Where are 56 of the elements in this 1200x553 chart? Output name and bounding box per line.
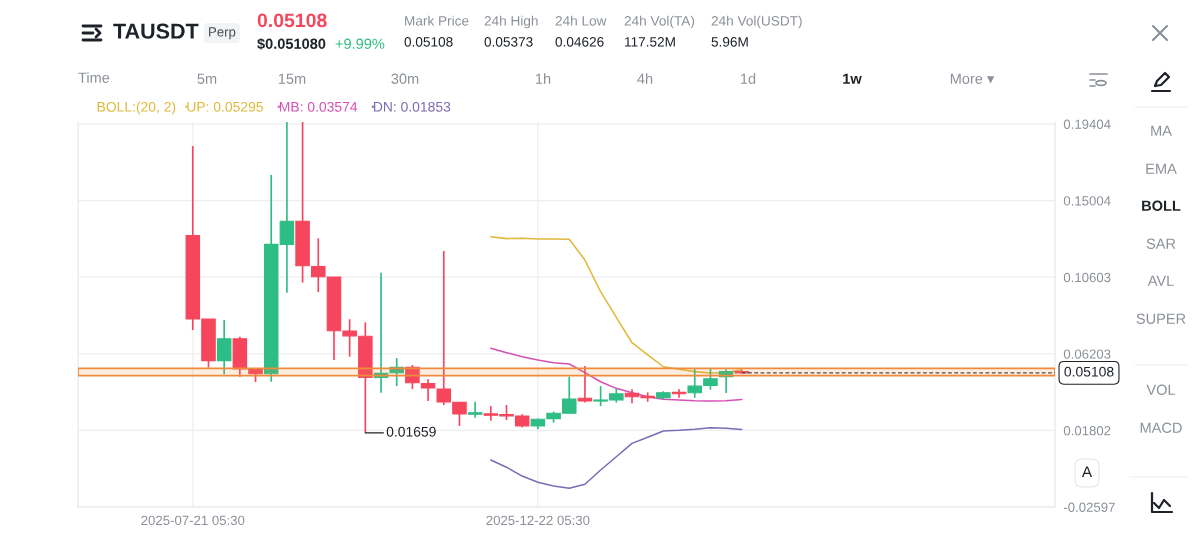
text: 24h Vol(USDT) [711, 15, 802, 29]
y-tick-label: 0.15004 [1063, 196, 1111, 206]
text: SAR [1146, 238, 1176, 249]
text: 1h [536, 73, 551, 84]
text: A [1081, 466, 1093, 477]
candlestick [389, 357, 404, 387]
y-tick-label: 0.10603 [1063, 272, 1111, 283]
candlestick [405, 364, 420, 390]
text: Mark Price [405, 15, 469, 26]
candlestick [577, 365, 593, 404]
text: +9.99% [335, 38, 385, 49]
text: 117.52M [625, 37, 675, 47]
text: AVL [1147, 275, 1174, 286]
text: 30m [391, 73, 419, 84]
text: 0.04626 [555, 37, 604, 47]
text: MACD [1140, 422, 1182, 433]
y-tick-label: 0.06203 [1063, 349, 1111, 359]
ref-line-label: 0.05108 [1064, 366, 1114, 377]
text: VOL [1146, 384, 1176, 395]
x-tick-label: 2025-12-22 05:30 [486, 515, 590, 526]
candlestick [216, 319, 232, 376]
text: 0.05108 [257, 13, 327, 28]
legend-label: MB: 0.03574 [279, 101, 358, 112]
text: 0.05373 [484, 37, 533, 47]
y-tick-label: -0.02597 [1063, 502, 1115, 512]
text: MA [1151, 125, 1172, 136]
legend-title: BOLL:(20, 2) [97, 101, 176, 115]
text: SUPER [1136, 313, 1186, 324]
chart-title: TAUSDT [113, 23, 199, 39]
candlestick [373, 271, 389, 394]
text: 24h High [484, 15, 538, 29]
text: 15m [278, 73, 306, 84]
chart-subtitle: Perp [209, 27, 236, 40]
x-tick-label: 2025-07-21 05:30 [141, 515, 245, 526]
text: 24h Vol(TA) [624, 15, 695, 29]
text: 1w [843, 73, 862, 84]
text: 5.96M [711, 37, 748, 47]
text: EMA [1146, 163, 1177, 174]
line-series [490, 347, 743, 402]
text: $0.051080 [257, 37, 326, 50]
legend-label: DN: 0.01853 [373, 101, 451, 112]
line-series [490, 426, 743, 490]
y-tick-label: 0.01802 [1063, 425, 1111, 436]
text: BOLL [1142, 200, 1181, 211]
annotation: 0.01659 [386, 426, 436, 437]
legend-label: UP: 0.05295 [187, 101, 263, 112]
text: Time [78, 72, 110, 83]
text: 4h [637, 73, 653, 84]
candlestick [467, 400, 483, 419]
text: More ▾ [950, 73, 995, 84]
text: 24h Low [555, 15, 607, 26]
text: 0.05108 [404, 37, 453, 47]
text: 5m [197, 73, 217, 84]
candlestick [718, 368, 734, 394]
y-tick-label: 0.19404 [1063, 119, 1111, 129]
text: 1d [741, 73, 756, 84]
